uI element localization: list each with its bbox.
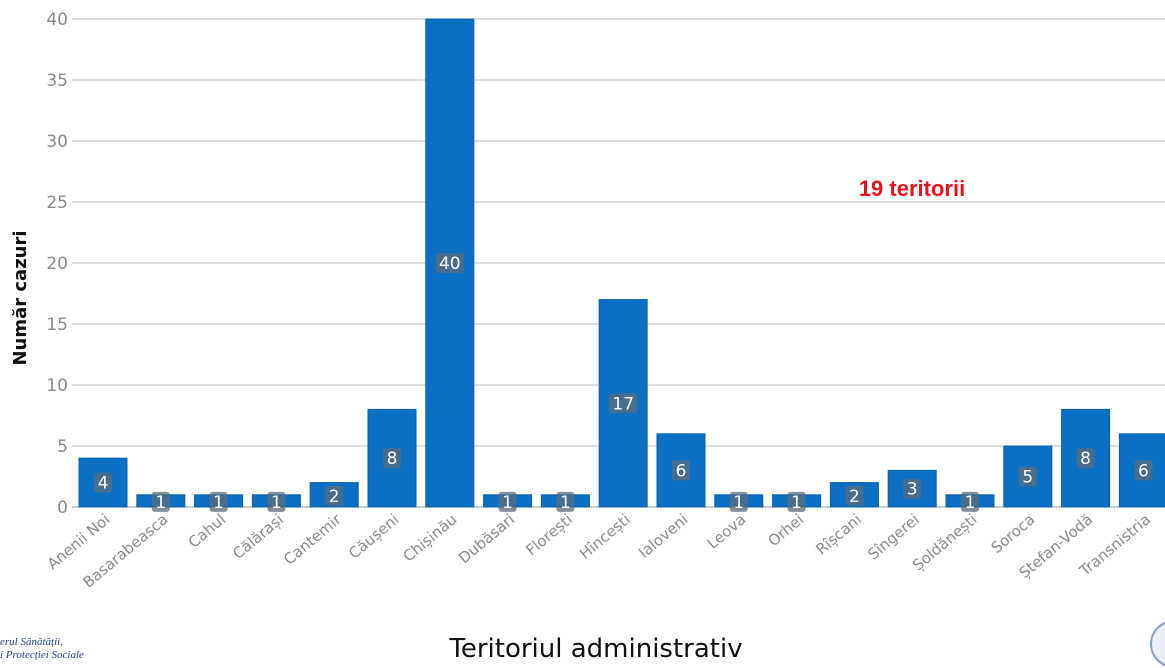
y-tick-label: 40	[46, 10, 68, 30]
x-tick-label: Rîșcani	[812, 510, 865, 558]
data-label: 1	[733, 493, 744, 513]
data-label: 1	[502, 493, 513, 513]
data-label: 1	[155, 493, 166, 513]
data-label-bg	[609, 393, 638, 414]
y-tick-label: 30	[46, 132, 68, 152]
y-tick-label: 25	[46, 193, 68, 213]
y-tick-label: 0	[57, 498, 68, 518]
logo-caption: erul Sănătății, i Protecției Sociale	[0, 636, 84, 662]
x-tick-label: Căușeni	[345, 510, 402, 562]
data-label: 5	[1022, 468, 1033, 488]
annotation-text: 19 teritorii	[859, 176, 965, 201]
data-label: 8	[1080, 449, 1091, 469]
x-tick-label: Orhei	[764, 510, 807, 550]
data-label-bg	[209, 491, 228, 512]
x-axis-label: Teritoriul administrativ	[448, 634, 742, 663]
data-label: 6	[1138, 461, 1149, 481]
data-label: 8	[387, 449, 398, 469]
data-label: 1	[791, 493, 802, 513]
y-axis-label: Număr cazuri	[10, 230, 31, 365]
bar	[78, 457, 128, 508]
x-tick-label: Soroca	[988, 510, 1039, 557]
data-label: 4	[98, 474, 109, 494]
x-tick-label: Leova	[704, 510, 750, 552]
data-label-bg	[383, 448, 401, 469]
y-tick-label: 35	[46, 71, 68, 91]
x-tick-label: Cahul	[185, 510, 229, 551]
x-tick-label: Șoldănești	[909, 510, 980, 574]
data-label-bg	[151, 491, 170, 512]
y-tick-label: 5	[57, 437, 68, 457]
data-label-bg	[1018, 466, 1037, 487]
data-label-bg	[1134, 460, 1153, 481]
data-label: 3	[907, 480, 918, 500]
x-tick-label: Chișinău	[400, 510, 461, 565]
data-label-bg	[325, 485, 344, 506]
data-label-bg	[556, 491, 575, 512]
y-tick-label: 15	[46, 315, 68, 335]
data-label: 1	[271, 493, 282, 513]
data-label-bg	[672, 460, 690, 481]
x-tick-label: Ialoveni	[635, 510, 692, 562]
data-label-bg	[267, 491, 286, 512]
x-tick-label: Dubăsari	[455, 510, 518, 567]
data-label-bg	[729, 491, 748, 512]
x-tick-label: Călărași	[229, 510, 287, 563]
y-tick-label: 10	[46, 376, 68, 396]
data-label: 1	[213, 493, 224, 513]
data-label: 6	[676, 461, 687, 481]
data-labels: 4 1 1 1 2 8 40 1 1 17 6 1 1 2 3 1 5 8 6	[94, 253, 1153, 513]
data-label-bg	[787, 491, 806, 512]
gridlines	[72, 18, 1165, 508]
y-tick-label: 20	[46, 254, 68, 274]
data-label-bg	[498, 491, 517, 512]
x-tick-label: Cantemir	[280, 510, 345, 569]
data-label-bg	[961, 491, 979, 512]
data-label: 2	[849, 487, 860, 507]
logo-caption-line1: erul Sănătății,	[0, 636, 63, 648]
data-label: 17	[612, 394, 634, 414]
data-label: 1	[560, 493, 571, 513]
data-label-bg	[94, 472, 112, 493]
data-label-bg	[903, 478, 922, 499]
data-label-bg	[845, 485, 864, 506]
logo-caption-line2: i Protecției Sociale	[0, 649, 84, 661]
x-tick-label: Hîncești	[576, 510, 634, 563]
data-label-bg	[435, 253, 464, 273]
data-label-bg	[1076, 448, 1095, 469]
data-label: 2	[329, 487, 340, 507]
data-label: 40	[439, 254, 461, 274]
data-label: 1	[965, 493, 976, 513]
y-axis-ticks: 0 5 10 15 20 25 30 35 40	[46, 10, 68, 518]
x-tick-label: Florești	[522, 510, 576, 559]
